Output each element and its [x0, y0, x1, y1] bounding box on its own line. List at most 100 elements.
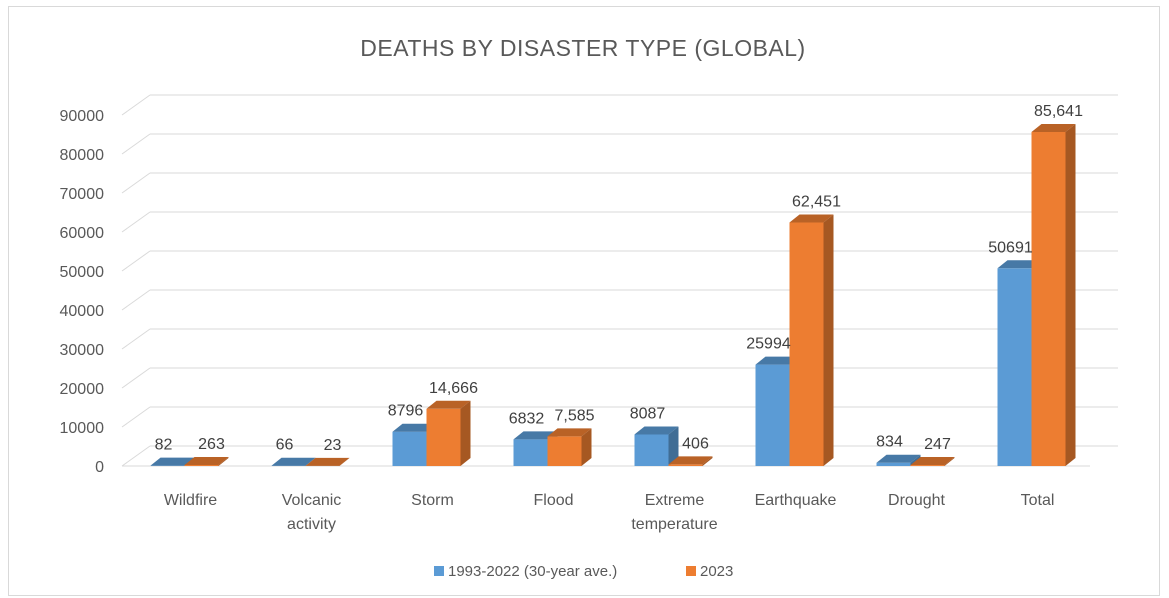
data-label: 834 — [876, 434, 903, 451]
bar-series-2-front — [547, 436, 582, 466]
bar-series-1 — [634, 426, 679, 466]
data-label: 8087 — [630, 405, 666, 422]
data-label: 263 — [198, 436, 225, 453]
bar-series-2 — [910, 457, 955, 466]
bar-series-1-top — [392, 423, 437, 432]
gridline-diagonal — [121, 445, 151, 467]
gridline-diagonal — [121, 250, 151, 272]
bar-series-2 — [668, 456, 713, 466]
data-labels: 82 263 66 23 8796 14,666 6832 7,585 8087 406 25994… — [155, 103, 1083, 454]
data-label: 14,666 — [429, 380, 478, 397]
y-tick-label: 30000 — [60, 342, 105, 359]
y-tick-label: 0 — [95, 459, 104, 476]
gridlines — [121, 94, 1118, 467]
data-label: 85,641 — [1034, 103, 1083, 120]
bar-series-2-front — [789, 222, 824, 466]
y-tick-label: 50000 — [60, 264, 105, 281]
data-label: 247 — [924, 436, 951, 453]
bar-series-2 — [547, 428, 592, 466]
bar-series-2-front — [1031, 132, 1066, 466]
bar-series-2-top — [305, 457, 350, 466]
bars — [150, 124, 1076, 467]
legend-swatch — [686, 566, 696, 576]
gridline-diagonal — [121, 172, 151, 194]
category-label: Total — [1021, 492, 1055, 509]
bar-series-2-front — [910, 465, 945, 466]
legend-label: 2023 — [700, 563, 733, 580]
bar-series-2-side — [823, 214, 834, 466]
data-label: 8796 — [388, 403, 424, 420]
bar-series-2-side — [581, 428, 592, 466]
data-label: 62,451 — [792, 193, 841, 210]
bar-series-2-side — [339, 457, 350, 466]
bar-series-1-front — [634, 434, 669, 466]
gridline-diagonal — [121, 211, 151, 233]
category-label: Extreme — [645, 492, 705, 509]
y-tick-label: 70000 — [60, 186, 105, 203]
category-label: activity — [287, 516, 336, 533]
bar-series-2-top — [426, 400, 471, 409]
data-label: 7,585 — [554, 407, 594, 424]
category-label: Earthquake — [755, 492, 837, 509]
category-label: Wildfire — [164, 492, 217, 509]
data-label: 406 — [682, 435, 709, 452]
gridline-diagonal — [121, 367, 151, 389]
bar-series-1-front — [755, 364, 790, 466]
bar-series-1-top — [755, 356, 800, 365]
bar-series-1-top — [150, 457, 195, 466]
bar-series-2-side — [460, 400, 471, 466]
legend: 1993-2022 (30-year ave.) 2023 — [434, 563, 733, 580]
data-label: 23 — [324, 437, 342, 454]
y-tick-label: 40000 — [60, 303, 105, 320]
bar-series-1-top — [634, 426, 679, 435]
data-label: 66 — [276, 437, 294, 454]
bar-series-2-top — [184, 456, 229, 465]
bar-series-2 — [305, 457, 350, 466]
chart-title: DEATHS BY DISASTER TYPE (GLOBAL) — [360, 35, 805, 61]
y-tick-label: 20000 — [60, 381, 105, 398]
bar-series-2 — [1031, 124, 1076, 467]
bar-series-2-side — [1065, 124, 1076, 467]
bar-series-2-front — [184, 464, 219, 466]
bar-series-1-top — [876, 454, 921, 463]
gridline-diagonal — [121, 289, 151, 311]
bar-series-2-top — [789, 214, 834, 223]
bar-series-2-side — [702, 456, 713, 466]
gridline-diagonal — [121, 94, 151, 116]
bar-series-1-front — [997, 268, 1032, 466]
y-tick-label: 80000 — [60, 147, 105, 164]
gridline-diagonal — [121, 406, 151, 428]
bar-series-2 — [184, 456, 229, 466]
bar-series-2-top — [547, 428, 592, 437]
legend-label: 1993-2022 (30-year ave.) — [448, 563, 617, 580]
category-label: Storm — [411, 492, 454, 509]
data-label: 82 — [155, 437, 173, 454]
y-tick-label: 60000 — [60, 225, 105, 242]
bar-series-2 — [426, 400, 471, 466]
bar-series-1-front — [392, 431, 427, 466]
data-label: 50691 — [988, 239, 1033, 256]
bar-series-1-front — [876, 462, 911, 466]
x-axis: Wildfire Volcanic activity Storm Flood Extrem… — [164, 492, 1055, 533]
category-label: Drought — [888, 492, 945, 509]
bar-series-1-front — [513, 439, 548, 466]
category-label: Flood — [533, 492, 573, 509]
bar-series-1-side — [668, 426, 679, 466]
bar-series-1-top — [513, 431, 558, 440]
category-label: Volcanic — [282, 492, 342, 509]
data-label: 25994 — [746, 336, 791, 353]
y-tick-label: 90000 — [60, 108, 105, 125]
chart-frame — [8, 6, 1160, 596]
bar-series-2-front — [426, 408, 461, 466]
y-axis: 0 10000 20000 30000 40000 50000 60000 70000 8000… — [60, 108, 105, 476]
legend-swatch — [434, 566, 444, 576]
bar-series-2-front — [668, 464, 703, 466]
bar-series-2-top — [1031, 124, 1076, 133]
bar-series-1-top — [271, 457, 316, 466]
bar-series-2-side — [218, 456, 229, 466]
bar-series-2-side — [944, 457, 955, 466]
bar-series-1-top — [997, 260, 1042, 269]
y-tick-label: 10000 — [60, 420, 105, 437]
bar-series-2-top — [910, 457, 955, 466]
